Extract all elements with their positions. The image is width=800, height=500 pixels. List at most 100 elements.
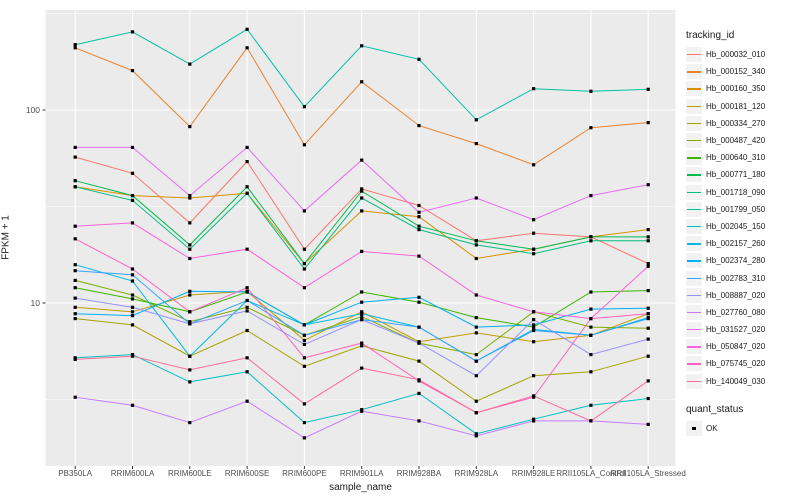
data-point bbox=[646, 228, 650, 232]
data-point bbox=[417, 391, 421, 395]
legend-key-swatch bbox=[686, 322, 702, 338]
legend-key-line bbox=[687, 329, 701, 331]
data-point bbox=[417, 419, 421, 423]
data-point bbox=[245, 286, 249, 290]
legend-label: Hb_001799_050 bbox=[706, 204, 766, 214]
data-point bbox=[417, 378, 421, 382]
x-tick-label-RRIM928LE: RRIM928LE bbox=[511, 469, 556, 478]
legend-label: Hb_000181_120 bbox=[706, 101, 766, 111]
data-point bbox=[302, 402, 306, 406]
data-point bbox=[646, 317, 650, 321]
data-point bbox=[532, 340, 536, 344]
data-point bbox=[188, 247, 192, 251]
legend-item-Hb_050847_020: Hb_050847_020 bbox=[686, 338, 798, 355]
data-point bbox=[73, 305, 77, 309]
data-point bbox=[646, 326, 650, 330]
data-point bbox=[130, 30, 135, 34]
data-point bbox=[73, 43, 77, 47]
data-point bbox=[646, 396, 650, 401]
data-point bbox=[646, 354, 650, 358]
legend-key-line bbox=[687, 208, 701, 211]
data-point bbox=[360, 409, 364, 413]
data-point bbox=[360, 366, 364, 370]
data-point bbox=[417, 341, 421, 345]
legend-item-Hb_000181_120: Hb_000181_120 bbox=[686, 98, 798, 115]
data-point bbox=[188, 320, 192, 324]
legend-key-line bbox=[687, 191, 701, 193]
data-point bbox=[188, 322, 192, 326]
legend-item-Hb_000334_270: Hb_000334_270 bbox=[686, 115, 798, 132]
data-point bbox=[646, 235, 650, 239]
legend-key-swatch bbox=[686, 150, 702, 166]
data-point bbox=[360, 80, 364, 84]
data-point bbox=[474, 434, 478, 438]
legend-label: Hb_027760_080 bbox=[706, 307, 766, 317]
data-point bbox=[302, 364, 306, 368]
legend-label: Hb_050847_020 bbox=[706, 342, 766, 352]
legend-item-Hb_140049_030: Hb_140049_030 bbox=[686, 373, 798, 390]
data-point bbox=[360, 249, 364, 253]
data-point bbox=[73, 296, 77, 300]
data-point bbox=[360, 341, 364, 345]
data-point bbox=[474, 256, 478, 261]
data-point bbox=[474, 399, 478, 403]
data-point bbox=[245, 356, 249, 360]
legend-label: OK bbox=[706, 423, 718, 433]
data-point bbox=[302, 338, 306, 342]
legend-color-items: Hb_000032_010 Hb_000152_340 Hb_000160_350 H… bbox=[686, 46, 798, 390]
data-point bbox=[646, 312, 650, 316]
data-point bbox=[646, 422, 650, 426]
data-point bbox=[245, 247, 249, 251]
data-point bbox=[302, 421, 306, 425]
legend-key-line bbox=[687, 294, 701, 297]
data-point bbox=[589, 325, 593, 329]
data-point bbox=[646, 87, 650, 91]
data-point bbox=[532, 252, 536, 256]
legend-key-swatch bbox=[686, 167, 702, 183]
data-point bbox=[360, 187, 364, 191]
data-point bbox=[589, 290, 593, 294]
data-point bbox=[532, 328, 536, 333]
data-point bbox=[188, 256, 192, 261]
legend-key-line bbox=[687, 157, 701, 159]
data-point bbox=[532, 318, 536, 322]
data-point bbox=[302, 323, 306, 327]
legend-key-swatch bbox=[686, 201, 702, 217]
legend-key-line bbox=[687, 140, 701, 142]
data-point bbox=[474, 196, 478, 200]
x-tick-label-RRII105LA_Control: RRII105LA_Control bbox=[556, 469, 626, 478]
data-point bbox=[532, 394, 536, 398]
data-point bbox=[589, 317, 593, 321]
data-point bbox=[646, 337, 650, 341]
data-point bbox=[73, 237, 77, 241]
legend-title-quant-status: quant_status bbox=[686, 403, 744, 415]
data-point bbox=[188, 293, 192, 297]
data-point bbox=[188, 243, 192, 247]
data-point bbox=[245, 399, 249, 403]
legend-key-swatch bbox=[686, 47, 702, 63]
data-point bbox=[532, 218, 536, 222]
legend-item-Hb_000152_340: Hb_000152_340 bbox=[686, 63, 798, 80]
legend-label: Hb_031527_020 bbox=[706, 325, 766, 335]
data-point bbox=[360, 300, 364, 304]
data-point bbox=[417, 228, 421, 232]
data-point bbox=[532, 247, 536, 251]
y-tick-label: 100 bbox=[25, 105, 40, 115]
legend-label: Hb_075745_020 bbox=[706, 359, 766, 369]
data-point bbox=[130, 403, 135, 407]
legend-label: Hb_002045_150 bbox=[706, 221, 766, 231]
data-point bbox=[646, 121, 650, 125]
data-point bbox=[532, 323, 536, 327]
x-tick-label-RRIM928BA: RRIM928BA bbox=[396, 469, 442, 478]
data-point bbox=[417, 254, 421, 258]
legend-key-point bbox=[692, 426, 696, 431]
x-tick-label-RRIM600SE: RRIM600SE bbox=[224, 469, 270, 478]
data-point bbox=[474, 353, 478, 357]
data-point bbox=[130, 267, 135, 271]
legend-item-Hb_000032_010: Hb_000032_010 bbox=[686, 46, 798, 63]
legend-item-quant-OK: OK bbox=[686, 420, 798, 437]
legend-item-Hb_075745_020: Hb_075745_020 bbox=[686, 355, 798, 372]
legend-item-Hb_000160_350: Hb_000160_350 bbox=[686, 80, 798, 97]
legend-item-Hb_002045_150: Hb_002045_150 bbox=[686, 218, 798, 235]
data-point bbox=[188, 421, 192, 425]
